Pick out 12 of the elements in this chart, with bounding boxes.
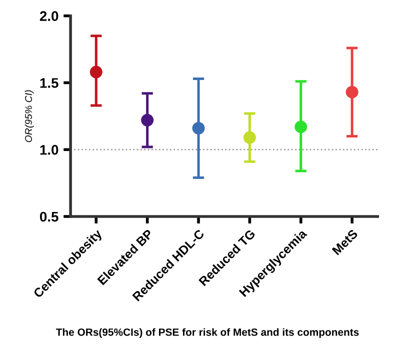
y-tick-label: 0.5 (40, 212, 58, 222)
point (90, 66, 102, 78)
text: The ORs(95%CIs) of PSE for risk of MetS and its components (56, 328, 359, 338)
point (294, 120, 308, 134)
y-tick-label: 2.0 (40, 11, 58, 22)
y-tick-label: 1.5 (40, 78, 58, 88)
point (192, 122, 205, 134)
y-axis-title: OR(95% CI) (24, 90, 34, 142)
point (243, 131, 256, 144)
point (346, 86, 358, 98)
point (141, 114, 154, 126)
y-tick-label: 1.0 (40, 144, 58, 155)
